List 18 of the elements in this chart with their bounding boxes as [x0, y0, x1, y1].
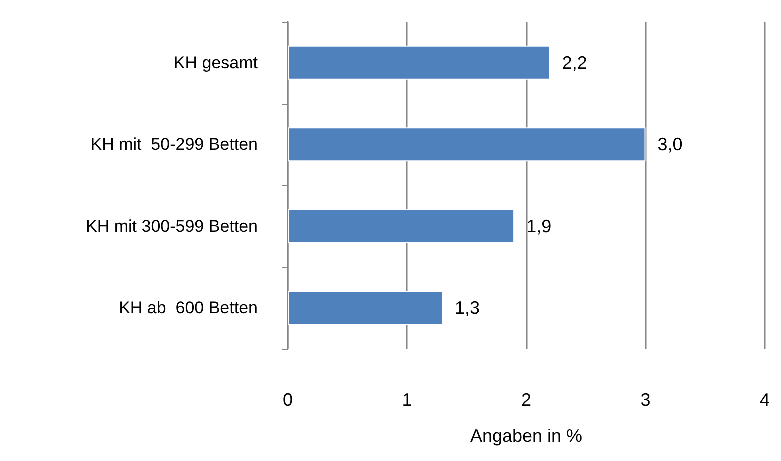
x-tick-label: 2	[521, 390, 532, 410]
y-tick-label: KH ab 600 Betten	[119, 298, 258, 318]
data-label: 3,0	[658, 134, 683, 155]
data-label: 2,2	[562, 52, 588, 73]
bar	[288, 209, 515, 244]
y-tick-label: KH mit 50-299 Betten	[90, 135, 258, 154]
y-tick-label: KH gesamt	[174, 53, 258, 72]
bar	[288, 291, 444, 326]
x-tick-label: 1	[402, 390, 412, 410]
y-tick-label: KH mit 300-599 Betten	[86, 216, 258, 236]
bar	[288, 128, 646, 162]
data-label: 1,9	[526, 216, 552, 236]
data-label: 1,3	[455, 298, 480, 318]
x-tick-label: 4	[760, 390, 770, 410]
x-tick-label: 0	[282, 390, 294, 410]
x-axis-title: Angaben in %	[470, 426, 583, 446]
x-tick-label: 3	[640, 390, 651, 410]
bar	[288, 46, 550, 80]
